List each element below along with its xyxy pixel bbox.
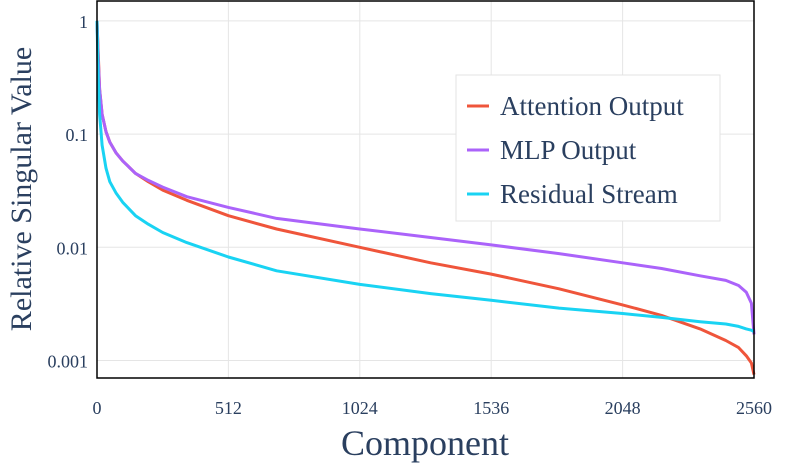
legend-label-residual-stream: Residual Stream: [500, 179, 678, 209]
x-tick-label: 1536: [473, 398, 509, 418]
series-lines: [95, 20, 756, 375]
x-tick-labels: 0 512 1024 1536 2048 2560: [93, 398, 773, 418]
series-line-residual-stream: [95, 20, 755, 333]
y-tick-label: 0.1: [66, 125, 89, 145]
x-tick-label: 2048: [605, 398, 641, 418]
x-tick-label: 512: [215, 398, 242, 418]
y-tick-labels: 1 0.1 0.01 0.001: [48, 12, 89, 372]
series-line-mlp-output: [95, 20, 756, 335]
y-tick-label: 1: [79, 12, 88, 32]
x-tick-label: 1024: [342, 398, 378, 418]
y-tick-label: 0.001: [48, 351, 89, 371]
x-tick-label: 2560: [736, 398, 772, 418]
legend-box: [455, 74, 721, 222]
legend: Attention Output MLP Output Residual Strea…: [455, 74, 721, 222]
x-axis-title: Component: [341, 423, 509, 463]
legend-label-mlp-output: MLP Output: [500, 135, 637, 165]
y-tick-label: 0.01: [57, 238, 89, 258]
x-tick-label: 0: [93, 398, 102, 418]
legend-label-attention-output: Attention Output: [500, 91, 684, 121]
plot-frame: [96, 0, 755, 379]
y-axis-title: Relative Singular Value: [5, 47, 38, 331]
grid-lines: [96, 1, 755, 378]
